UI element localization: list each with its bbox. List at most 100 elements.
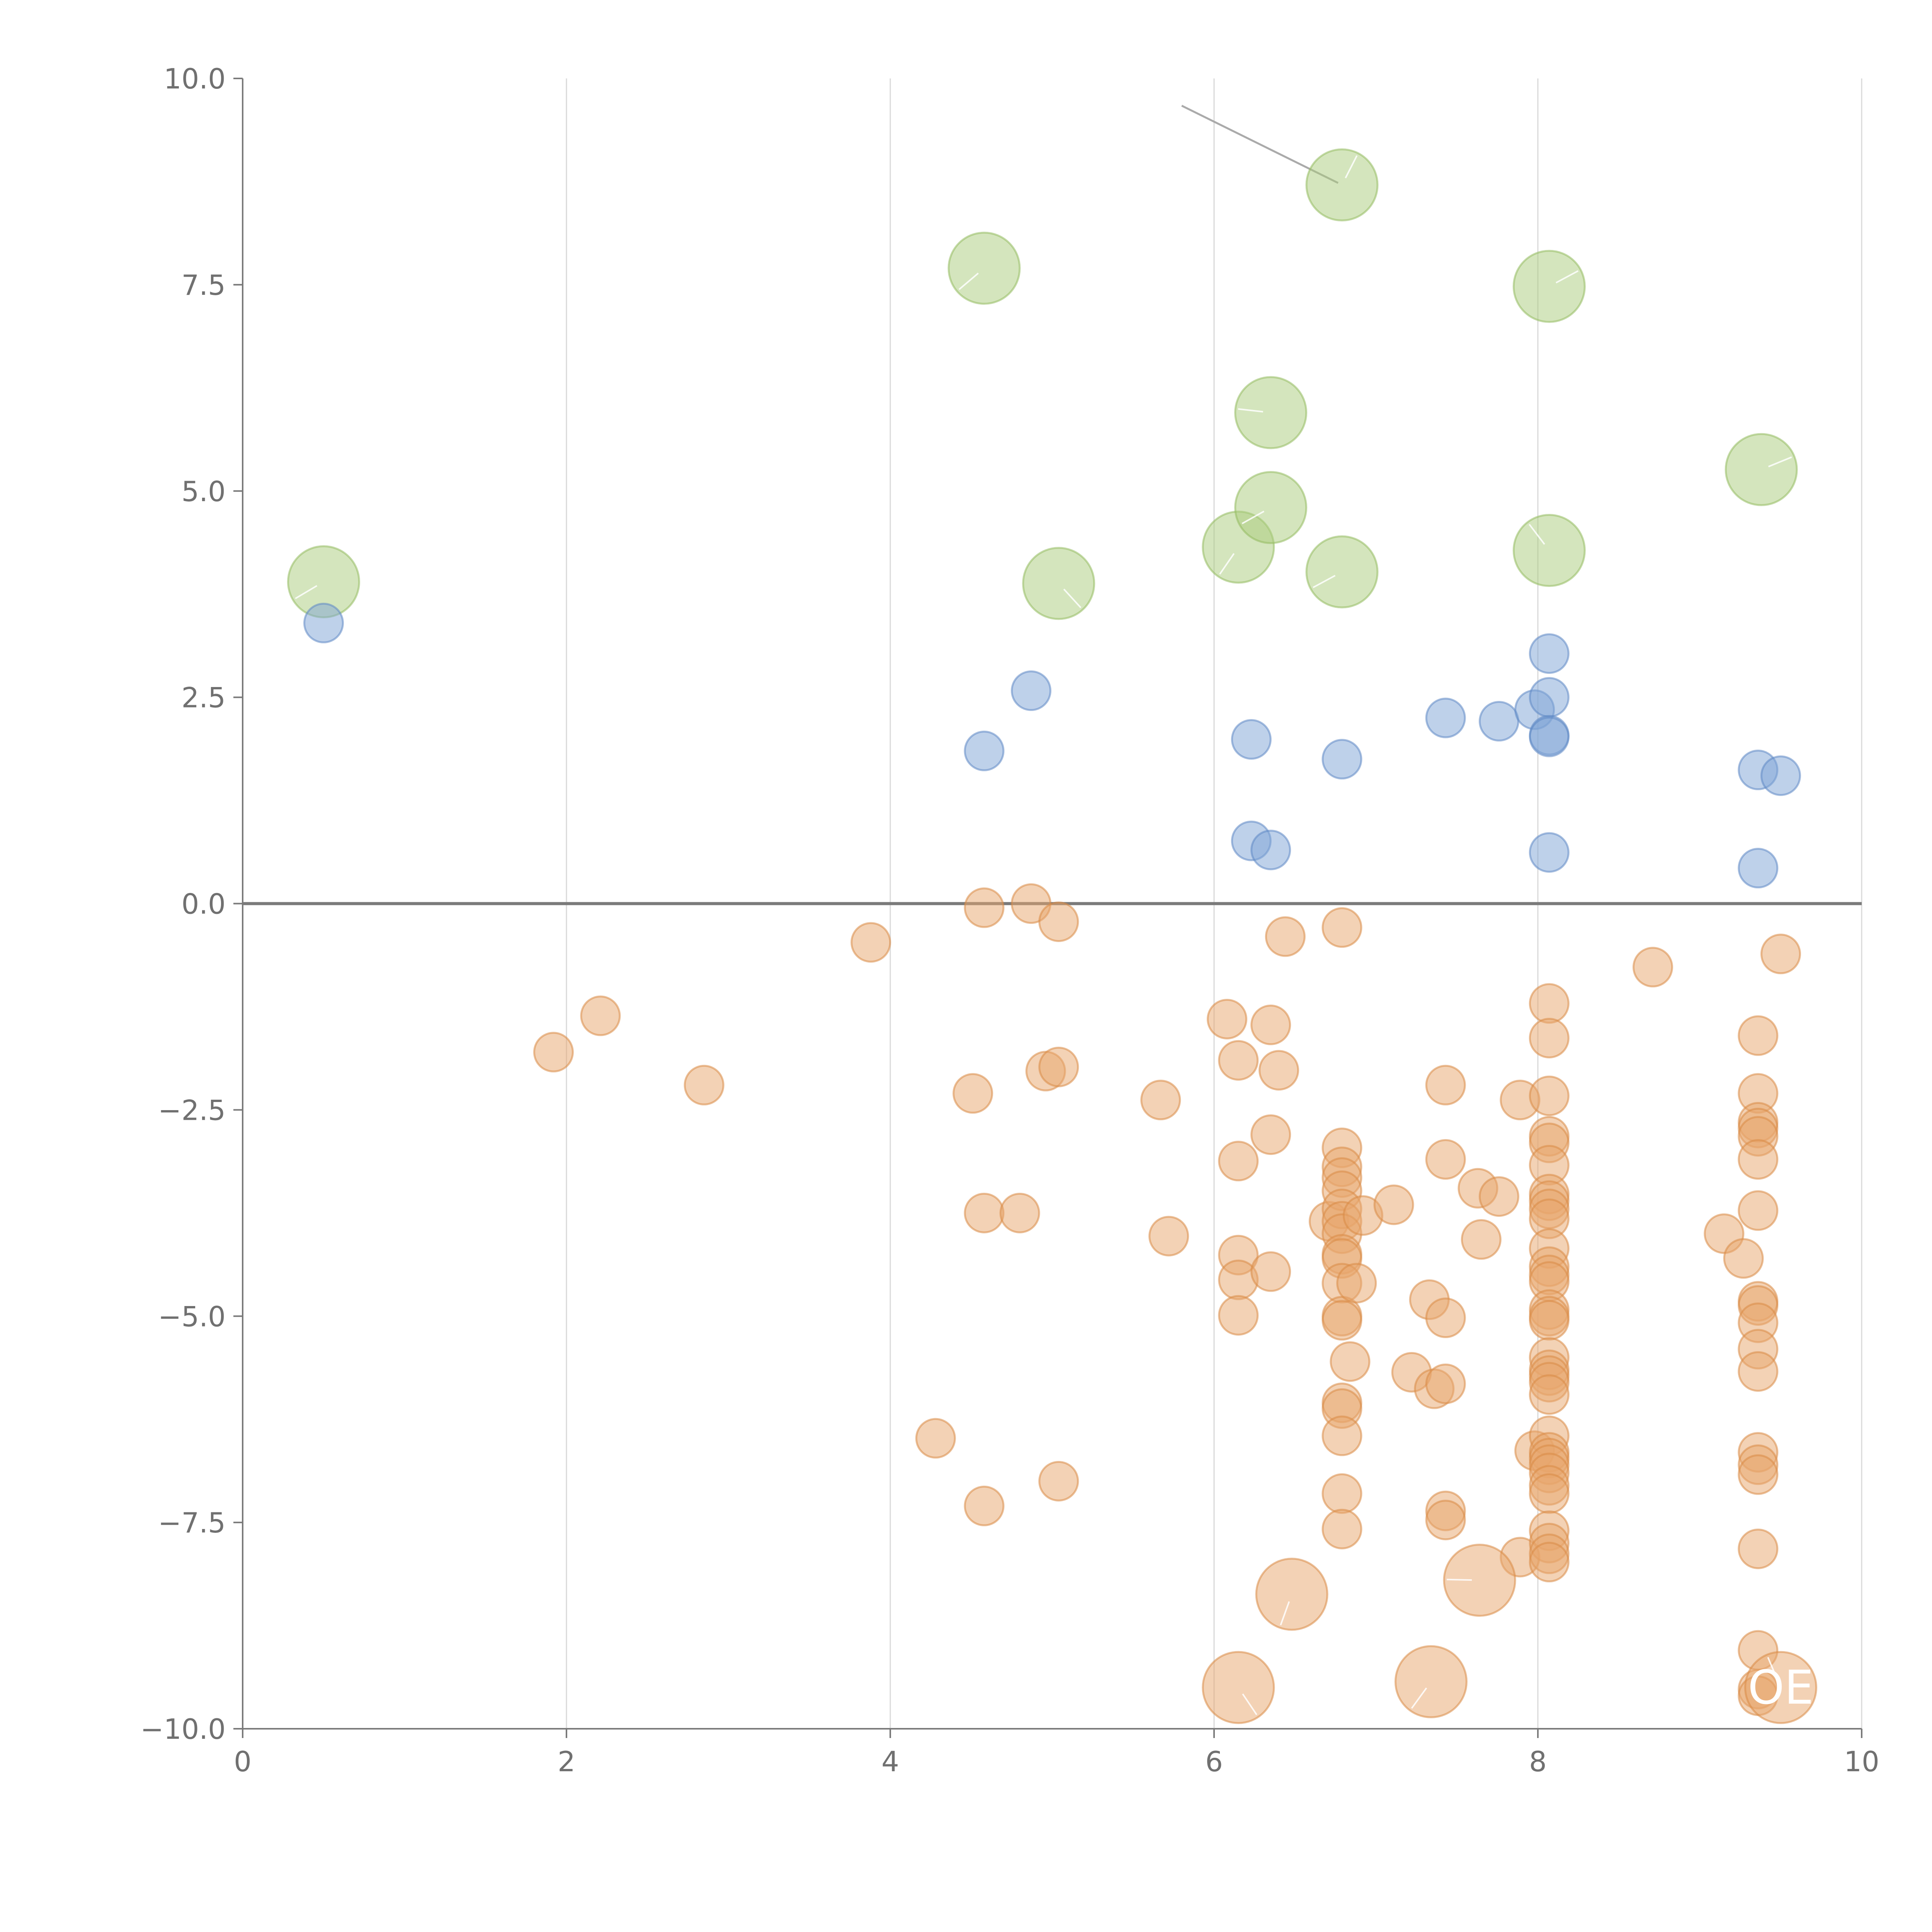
x-tick-label: 6 — [1205, 1745, 1223, 1778]
data-point — [1305, 535, 1379, 609]
x-tick-label: 10 — [1844, 1745, 1879, 1778]
data-point — [1255, 1558, 1328, 1631]
x-tick-label: 0 — [234, 1745, 252, 1778]
data-point — [1011, 670, 1052, 711]
data-point — [1250, 1114, 1291, 1155]
data-point — [1529, 832, 1570, 873]
data-point — [1218, 1040, 1259, 1081]
data-point — [964, 887, 1005, 928]
data-point — [964, 1192, 1005, 1233]
bubble-label-leader — [1768, 456, 1792, 468]
bubble-label-leader — [1345, 155, 1358, 179]
bubble-label-leader — [1529, 524, 1545, 545]
data-point — [1022, 547, 1095, 620]
data-point — [1512, 250, 1586, 323]
data-point — [1148, 1216, 1189, 1257]
data-point — [915, 1418, 956, 1459]
bubble-label-leader — [1411, 1687, 1427, 1709]
data-point — [1231, 719, 1272, 760]
data-point — [1218, 1141, 1259, 1182]
data-point — [1234, 376, 1308, 449]
data-point — [1394, 1645, 1468, 1718]
data-point — [999, 1192, 1040, 1233]
y-tick-label: 2.5 — [181, 682, 226, 714]
data-point — [580, 995, 621, 1036]
data-point — [1529, 633, 1570, 674]
data-point — [1218, 1295, 1259, 1336]
data-point — [1425, 1298, 1466, 1338]
data-point — [684, 1065, 724, 1105]
y-tick-label: 10.0 — [164, 63, 226, 95]
data-point — [1305, 148, 1379, 221]
data-point — [1512, 514, 1586, 587]
data-point — [1425, 1065, 1466, 1105]
data-point — [1373, 1184, 1414, 1225]
data-point — [1738, 1454, 1779, 1495]
bubble-label-leader — [1767, 1657, 1779, 1681]
data-point — [1478, 1176, 1519, 1217]
data-point — [850, 922, 891, 963]
data-point — [1250, 1004, 1291, 1045]
y-tick-label: −10.0 — [140, 1713, 226, 1745]
data-point — [964, 1485, 1005, 1526]
series-blue — [303, 602, 1801, 889]
data-point — [1321, 907, 1362, 948]
data-point — [1723, 1238, 1764, 1279]
bubble-label-leader — [958, 272, 979, 290]
data-point — [1738, 1190, 1779, 1231]
bubble-label-leader — [1242, 1693, 1257, 1715]
data-point — [1207, 998, 1248, 1039]
data-point — [303, 602, 344, 643]
series-green — [287, 148, 1798, 620]
data-point — [1529, 1542, 1570, 1583]
y-tick-label: −2.5 — [158, 1094, 226, 1126]
data-point — [1744, 1651, 1817, 1724]
data-point — [1321, 1415, 1362, 1456]
data-point — [1478, 701, 1519, 742]
data-point — [1529, 716, 1570, 757]
series-orange — [533, 883, 1801, 1716]
data-point — [1461, 1219, 1502, 1260]
data-point — [1038, 901, 1079, 942]
data-point — [1738, 1015, 1779, 1056]
data-point — [1425, 1139, 1466, 1180]
bubble-label-leader — [1063, 588, 1082, 609]
data-point — [1140, 1080, 1181, 1121]
data-point — [1529, 983, 1570, 1024]
data-point — [533, 1032, 574, 1073]
bubble-label-leader — [1280, 1601, 1290, 1626]
data-point — [1321, 1300, 1362, 1341]
data-point — [1738, 848, 1779, 889]
data-point — [1529, 1075, 1570, 1116]
data-point — [1321, 739, 1362, 780]
y-tick-label: 7.5 — [181, 269, 226, 301]
data-point — [1250, 830, 1291, 871]
data-point — [1529, 1300, 1570, 1341]
data-point — [1259, 1050, 1299, 1091]
bubble-label-leader — [1313, 575, 1336, 588]
y-tick-label: −5.0 — [158, 1300, 226, 1333]
y-tick-label: 0.0 — [181, 888, 226, 920]
data-point — [964, 730, 1005, 771]
data-point — [1529, 1473, 1570, 1514]
data-point — [1321, 1473, 1362, 1514]
data-point — [1632, 947, 1673, 988]
data-point — [1202, 1651, 1275, 1724]
data-point — [952, 1073, 993, 1114]
x-tick-label: 4 — [881, 1745, 899, 1778]
data-point — [1529, 677, 1570, 718]
data-point — [1760, 934, 1801, 975]
x-tick-label: 2 — [558, 1745, 575, 1778]
data-point — [1321, 1509, 1362, 1549]
data-point — [1336, 1263, 1377, 1304]
data-point — [947, 231, 1021, 305]
data-point — [1725, 433, 1798, 506]
data-point — [1529, 1018, 1570, 1059]
bubble-label-leader — [295, 585, 318, 599]
data-point — [1738, 1528, 1779, 1569]
data-point — [1234, 471, 1308, 544]
data-point — [1425, 697, 1466, 738]
bubble-label-leader — [1242, 510, 1265, 524]
data-point — [1425, 1363, 1466, 1404]
